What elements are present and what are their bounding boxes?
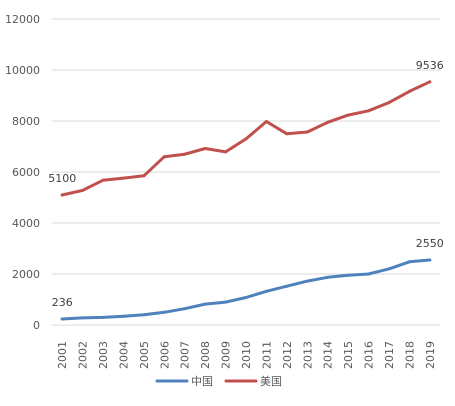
data-point: [264, 120, 268, 124]
x-tick-label: 2011: [260, 341, 273, 369]
data-point: [387, 101, 391, 105]
series-line-0: [60, 258, 432, 321]
data-point: [285, 132, 289, 136]
y-tick-label: 4000: [12, 217, 40, 230]
data-point: [367, 272, 371, 276]
x-tick-label: 2003: [97, 341, 110, 369]
data-point: [142, 313, 146, 317]
data-point: [428, 80, 432, 84]
data-point: [305, 130, 309, 134]
data-label: 5100: [48, 172, 76, 185]
x-tick-label: 2010: [240, 341, 253, 369]
x-tick-label: 2009: [220, 341, 233, 369]
y-tick-label: 10000: [5, 64, 40, 77]
data-point: [183, 307, 187, 311]
x-tick-label: 2018: [403, 341, 416, 369]
data-point: [244, 137, 248, 141]
data-point: [264, 289, 268, 293]
x-tick-label: 2016: [363, 341, 376, 369]
x-tick-label: 2012: [281, 341, 294, 369]
data-point: [244, 295, 248, 299]
y-tick-label: 6000: [12, 166, 40, 179]
data-point: [346, 273, 350, 277]
x-tick-label: 2005: [138, 341, 151, 369]
data-point: [162, 155, 166, 159]
legend-label: 美国: [260, 375, 282, 388]
data-point: [367, 109, 371, 113]
y-tick-label: 0: [33, 319, 40, 332]
y-tick-label: 8000: [12, 115, 40, 128]
data-point: [60, 317, 64, 321]
data-point: [203, 147, 207, 151]
x-tick-label: 2019: [424, 341, 437, 369]
data-point: [407, 260, 411, 264]
x-tick-label: 2002: [77, 341, 90, 369]
data-point: [305, 279, 309, 283]
data-point: [101, 178, 105, 182]
data-point: [224, 150, 228, 154]
y-tick-label: 12000: [5, 13, 40, 26]
data-point: [81, 316, 85, 320]
data-point: [326, 275, 330, 279]
x-tick-label: 2001: [56, 341, 69, 369]
data-point: [121, 176, 125, 180]
data-point: [121, 314, 125, 318]
data-point: [428, 258, 432, 262]
data-point: [183, 152, 187, 156]
data-label: 2550: [416, 237, 444, 250]
data-point: [346, 113, 350, 117]
data-point: [203, 302, 207, 306]
legend-label: 中国: [191, 375, 213, 388]
data-point: [142, 174, 146, 178]
y-tick-label: 2000: [12, 268, 40, 281]
x-tick-label: 2007: [179, 341, 192, 369]
x-tick-label: 2017: [383, 341, 396, 369]
data-point: [285, 284, 289, 288]
x-tick-label: 2015: [342, 341, 355, 369]
x-tick-label: 2014: [322, 341, 335, 369]
data-point: [60, 193, 64, 197]
data-point: [101, 315, 105, 319]
data-point: [326, 120, 330, 124]
data-label: 236: [52, 296, 73, 309]
data-point: [162, 310, 166, 314]
x-tick-label: 2008: [199, 341, 212, 369]
x-tick-label: 2013: [301, 341, 314, 369]
data-point: [224, 300, 228, 304]
data-point: [81, 188, 85, 192]
data-label: 9536: [416, 59, 444, 72]
data-point: [407, 89, 411, 93]
x-tick-label: 2006: [158, 341, 171, 369]
data-point: [387, 267, 391, 271]
x-tick-label: 2004: [117, 341, 130, 369]
